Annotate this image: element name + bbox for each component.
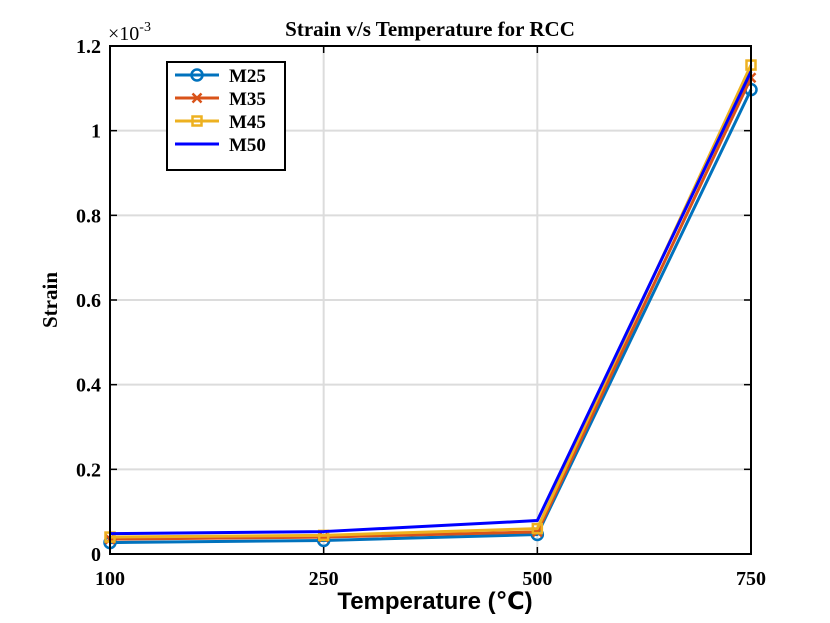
legend-label-m45: M45 [229,112,266,133]
y-tick-label: 1.2 [76,36,101,58]
legend-label-m25: M25 [229,66,266,87]
y-tick-label: 0.2 [76,459,101,481]
ticks: 100 250 500 750 0 0.2 0.4 0.6 0.8 1 1.2 [76,36,766,590]
x-tick-label: 250 [309,568,339,590]
y-tick-label: 1 [91,121,101,143]
series-line-m50 [109,70,753,536]
x-tick-label: 500 [522,568,552,590]
legend-marker-m25 [190,68,204,82]
y-exponent-power: -3 [139,20,151,35]
y-tick-label: 0.4 [76,375,101,397]
x-tick-label: 100 [95,568,125,590]
y-exponent-label: ×10-3 [108,20,151,45]
series-line-m35 [109,77,753,541]
y-axis-label: Strain [38,272,62,328]
legend-box [166,61,286,171]
chart-title: Strain v/s Temperature for RCC [285,17,575,41]
y-tick-label: 0.6 [76,290,101,312]
y-tick-label: 0 [91,544,101,566]
legend-marker-m35 [191,92,203,104]
x-tick-label: 750 [736,568,766,590]
series-line-m25 [109,88,753,545]
y-exponent-base: ×10 [108,23,139,45]
legend-marker-m45 [191,115,203,127]
x-axis-label: Temperature (℃) [337,588,532,615]
y-tick-label: 0.8 [76,205,101,227]
legend-marker-m35-stroke [191,92,203,104]
legend-label-m35: M35 [229,89,266,110]
legend-label-m50: M50 [229,135,266,156]
data-point-m45 [531,522,544,535]
